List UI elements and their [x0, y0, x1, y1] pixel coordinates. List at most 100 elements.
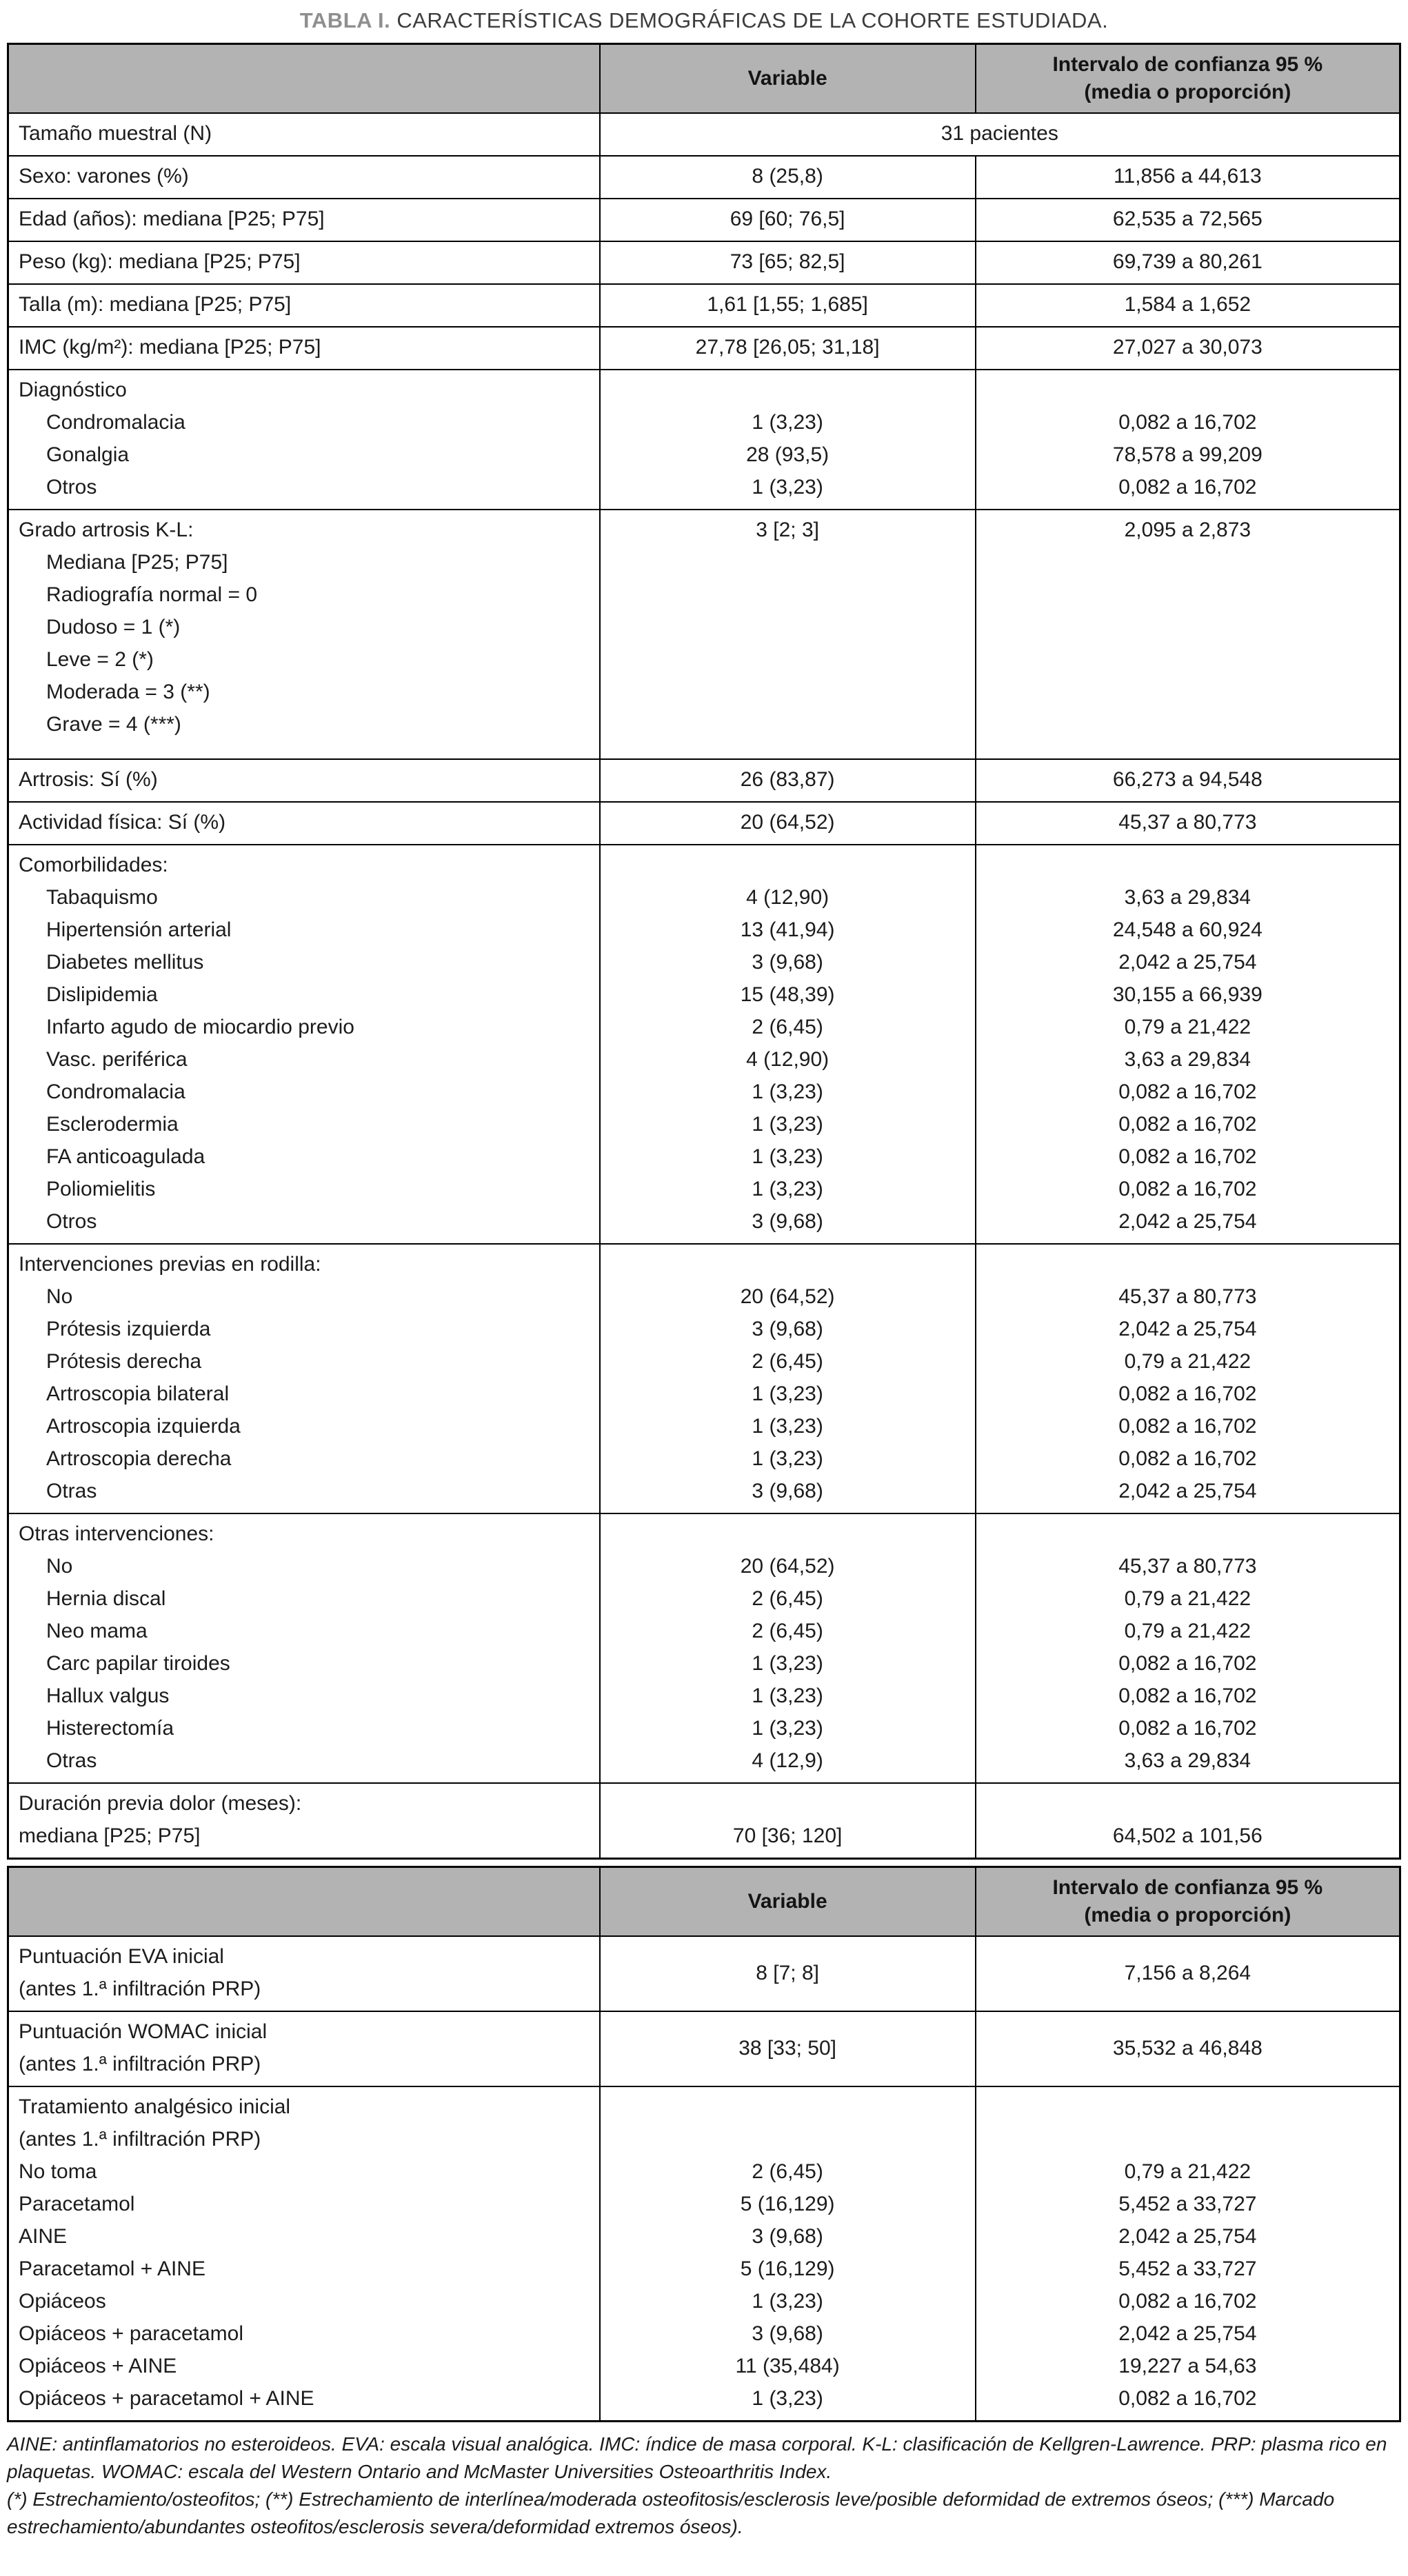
row-label: Infarto agudo de miocardio previo: [46, 1016, 354, 1038]
variable-cell: 70 [36; 120]: [599, 1782, 976, 1860]
ci-line: 0,79 a 21,422: [1124, 2160, 1251, 2183]
variable-line: 1 (3,23): [752, 1382, 823, 1405]
variable-line: 2 (6,45): [752, 1016, 823, 1038]
demographics-table-part-2: Variable Intervalo de confianza 95 % (me…: [7, 1866, 1401, 2422]
variable-line: 1 (3,23): [752, 1415, 823, 1438]
table-row: IMC (kg/m²): mediana [P25; P75] 27,78 [26…: [7, 326, 1401, 370]
ci-line: 0,082 a 16,702: [1118, 1382, 1257, 1405]
row-label: Poliomielitis: [46, 1178, 156, 1200]
ci-line: 2,042 a 25,754: [1118, 1210, 1257, 1233]
label-cell: Intervenciones previas en rodilla: No Prót…: [7, 1243, 601, 1514]
ci-line: 0,082 a 16,702: [1118, 1113, 1257, 1136]
row-label: Diagnóstico: [19, 379, 127, 401]
variable-cell: 1,61 [1,55; 1,685]: [599, 283, 976, 328]
variable-cell: 2 (6,45) 5 (16,129) 3 (9,68) 5 (16,129) 1 (3…: [599, 2086, 976, 2422]
variable-line: 3 [2; 3]: [756, 519, 819, 541]
table-row: Peso (kg): mediana [P25; P75] 73 [65; 82,…: [7, 241, 1401, 285]
variable-line: 3 (9,68): [752, 1210, 823, 1233]
ci-cell: 0,082 a 16,702 78,578 a 99,209 0,082 a 16,…: [974, 369, 1401, 510]
row-label: (antes 1.ª infiltración PRP): [19, 2128, 261, 2151]
variable-line: [606, 643, 969, 676]
ci-line: 64,502 a 101,56: [1112, 1824, 1263, 1847]
row-label: Hipertensión arterial: [46, 918, 232, 941]
footnote-asterisks: (*) Estrechamiento/osteofitos; (**) Estr…: [7, 2488, 1335, 2537]
row-label: Opiáceos + paracetamol: [19, 2322, 244, 2345]
ci-line: 0,082 a 16,702: [1118, 1717, 1257, 1740]
variable-line: 1 (3,23): [752, 1178, 823, 1200]
variable-line: 4 (12,9): [752, 1749, 823, 1772]
variable-line: [606, 374, 969, 406]
variable-line: 11 (35,484): [735, 2355, 840, 2377]
row-label: Duración previa dolor (meses):: [19, 1792, 302, 1815]
ci-line: 2,042 a 25,754: [1118, 2322, 1257, 2345]
table-row: Duración previa dolor (meses): mediana [P…: [7, 1782, 1401, 1860]
row-label: Opiáceos + paracetamol + AINE: [19, 2387, 314, 2410]
row-label: Mediana [P25; P75]: [46, 551, 228, 574]
ci-line: 0,082 a 16,702: [1118, 1684, 1257, 1707]
variable-cell: 73 [65; 82,5]: [599, 241, 976, 285]
ci-cell: 64,502 a 101,56: [974, 1782, 1401, 1860]
ci-line: 66,273 a 94,548: [1112, 768, 1263, 791]
ci-line: 0,79 a 21,422: [1124, 1016, 1251, 1038]
row-label: Condromalacia: [46, 1080, 185, 1103]
ci-line: 3,63 a 29,834: [1124, 1749, 1251, 1772]
ci-line: 19,227 a 54,63: [1118, 2355, 1257, 2377]
variable-line: 69 [60; 76,5]: [730, 208, 845, 230]
header-ci-line2: (media o proporción): [1084, 1904, 1291, 1926]
row-label: Talla (m): mediana [P25; P75]: [19, 293, 292, 316]
row-label: No: [46, 1555, 73, 1578]
row-label: Comorbilidades:: [19, 854, 168, 876]
row-label: (antes 1.ª infiltración PRP): [19, 2053, 261, 2075]
ci-line: [982, 578, 1394, 611]
variable-line: 28 (93,5): [746, 443, 829, 466]
ci-line: 0,082 a 16,702: [1118, 1145, 1257, 1168]
row-label: Peso (kg): mediana [P25; P75]: [19, 250, 301, 273]
label-cell: Sexo: varones (%): [7, 155, 601, 199]
variable-line: 8 (25,8): [752, 165, 823, 188]
header-ci-line1: Intervalo de confianza 95 %: [1052, 1876, 1323, 1899]
variable-cell: 20 (64,52) 3 (9,68) 2 (6,45) 1 (3,23) 1 (3,2…: [599, 1243, 976, 1514]
variable-line: 1 (3,23): [752, 1113, 823, 1136]
row-label: Artrosis: Sí (%): [19, 768, 158, 791]
header-variable-cell: Variable: [599, 43, 976, 114]
table-row: Grado artrosis K-L: Mediana [P25; P75] Rad…: [7, 509, 1401, 760]
table-separator: [7, 1860, 1401, 1866]
variable-line: 1,61 [1,55; 1,685]: [707, 293, 868, 316]
variable-line: 1 (3,23): [752, 2387, 823, 2410]
variable-cell: 20 (64,52): [599, 801, 976, 845]
row-label: IMC (kg/m²): mediana [P25; P75]: [19, 336, 321, 359]
table-row: Tratamiento analgésico inicial (antes 1.ª…: [7, 2086, 1401, 2422]
variable-line: 1 (3,23): [752, 1717, 823, 1740]
ci-cell: 45,37 a 80,773 2,042 a 25,754 0,79 a 21,42…: [974, 1243, 1401, 1514]
row-label: Gonalgia: [46, 443, 130, 466]
variable-cell: 38 [33; 50]: [599, 2011, 976, 2087]
row-label: Artroscopia izquierda: [46, 1415, 241, 1438]
header-variable-label: Variable: [747, 1890, 827, 1913]
ci-line: [982, 2091, 1394, 2123]
ci-line: 45,37 a 80,773: [1118, 1555, 1257, 1578]
header-row: Variable Intervalo de confianza 95 % (me…: [7, 1866, 1401, 1937]
label-cell: Otras intervenciones: No Hernia discal Neo …: [7, 1513, 601, 1784]
ci-line: [982, 643, 1394, 676]
variable-cell: 4 (12,90) 13 (41,94) 3 (9,68) 15 (48,39) 2 (…: [599, 844, 976, 1245]
header-ci-line2: (media o proporción): [1084, 81, 1291, 103]
variable-line: 3 (9,68): [752, 2225, 823, 2248]
variable-cell: 27,78 [26,05; 31,18]: [599, 326, 976, 370]
ci-line: 62,535 a 72,565: [1112, 208, 1263, 230]
header-ci-line1: Intervalo de confianza 95 %: [1052, 53, 1323, 76]
row-label: Otras: [46, 1480, 97, 1502]
variable-line: 1 (3,23): [752, 476, 823, 499]
row-label: Edad (años): mediana [P25; P75]: [19, 208, 325, 230]
variable-line: 27,78 [26,05; 31,18]: [695, 336, 880, 359]
ci-cell: 3,63 a 29,834 24,548 a 60,924 2,042 a 25,7…: [974, 844, 1401, 1245]
row-label: Moderada = 3 (**): [46, 681, 210, 703]
ci-line: 5,452 a 33,727: [1118, 2193, 1257, 2215]
header-empty-cell: [7, 43, 601, 114]
ci-line: [982, 676, 1394, 708]
ci-line: 0,082 a 16,702: [1118, 1080, 1257, 1103]
ci-cell: 66,273 a 94,548: [974, 758, 1401, 803]
label-cell: Diagnóstico Condromalacia Gonalgia Otros: [7, 369, 601, 510]
ci-line: 27,027 a 30,073: [1112, 336, 1263, 359]
ci-line: 0,79 a 21,422: [1124, 1350, 1251, 1373]
row-label: No toma: [19, 2160, 97, 2183]
